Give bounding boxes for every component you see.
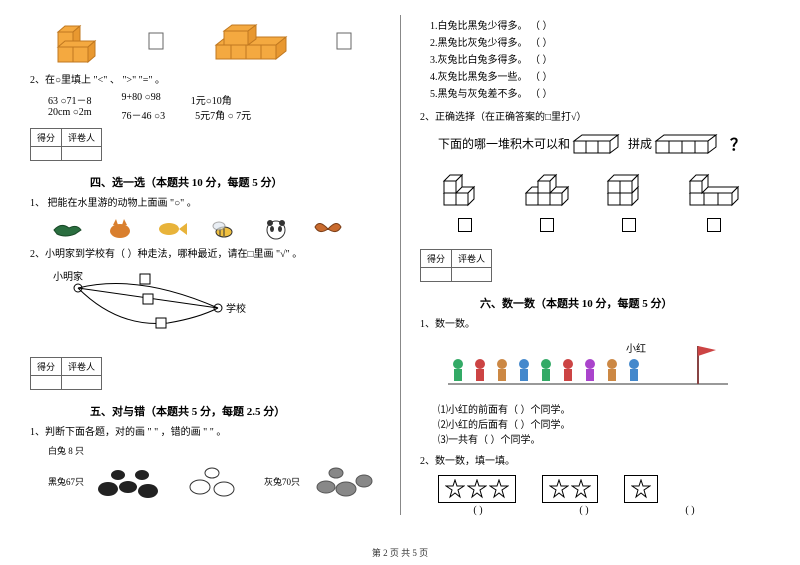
cmp: 63 ○71－8 <box>48 92 92 107</box>
sub-q: ⑴小红的前面有（ ）个同学。 <box>438 401 770 416</box>
star-boxes-row <box>438 475 770 503</box>
white-rabbits-icon <box>184 461 254 501</box>
paren: ( ) <box>438 505 518 516</box>
score-box-6: 得分评卷人 <box>420 249 492 282</box>
grader-cell <box>452 268 492 282</box>
cmp: 9+80 ○98 <box>122 92 161 107</box>
score-cell <box>31 147 62 161</box>
question-mark: ？ <box>730 131 746 155</box>
black-rabbit-label: 黑兔67只 <box>48 475 84 488</box>
grader-cell <box>62 147 102 161</box>
target-block-1 <box>570 129 628 157</box>
grader-label: 评卷人 <box>62 129 102 147</box>
star-box-2 <box>542 475 598 503</box>
star-box-1 <box>624 475 658 503</box>
judge-item: 2.黑兔比灰兔少得多。 （ ） <box>430 34 770 49</box>
paren: ( ) <box>650 505 730 516</box>
animal-cat <box>100 215 140 243</box>
cmp: 76－46 ○3 <box>122 107 166 122</box>
judge-item: 3.灰兔比白兔多得多。 （ ） <box>430 51 770 66</box>
kids-icons <box>453 359 639 381</box>
cmp: 1元○10角 <box>191 92 232 107</box>
page-footer: 第 2 页 共 5 页 <box>0 546 800 559</box>
q2-prompt: 2、在○里填上 "<" 、 ">" "=" 。 <box>30 73 380 88</box>
q2r-prompt: 2、正确选择（在正确答案的□里打√） <box>420 110 770 125</box>
paren: ( ) <box>544 505 624 516</box>
block-choices <box>438 165 770 235</box>
right-column: 1.白兔比黑兔少得多。 （ ） 2.黑兔比灰兔少得多。 （ ） 3.灰兔比白兔多… <box>400 0 800 565</box>
block-q-text: 下面的哪一堆积木可以和 <box>438 135 570 152</box>
empty-square-2 <box>336 32 354 52</box>
xiaohong-label: 小红 <box>626 342 646 355</box>
choice-box <box>540 218 554 232</box>
animal-fish <box>152 215 192 243</box>
score-box-5: 得分评卷人 <box>30 357 102 390</box>
choice-d <box>684 165 744 235</box>
cube-stack-2 <box>206 17 296 67</box>
block-q-tail: 拼成 <box>628 135 652 152</box>
school-text: 学校 <box>226 302 246 315</box>
score-label: 得分 <box>31 129 62 147</box>
gray-rabbits-icon <box>310 461 380 501</box>
black-rabbits-icon <box>94 461 174 501</box>
judge-item: 5.黑兔与灰兔差不多。 （ ） <box>430 85 770 100</box>
q5-1-prompt: 1、判断下面各题，对的画 " " ，错的画 " " 。 <box>30 425 380 440</box>
choice-box <box>707 218 721 232</box>
home-text: 小明家 <box>53 270 83 283</box>
gray-rabbit-label: 灰兔70只 <box>264 475 300 488</box>
choice-c <box>602 165 656 235</box>
cmp: 20cm ○2m <box>48 107 92 122</box>
sub-q: ⑵小红的后面有（ ）个同学。 <box>438 416 770 431</box>
choice-box <box>458 218 472 232</box>
choice-box <box>622 218 636 232</box>
score-label: 得分 <box>421 250 452 268</box>
kids-line: 小红 <box>438 338 770 395</box>
animal-bird <box>48 215 88 243</box>
choice-b <box>520 165 574 235</box>
animal-row <box>48 215 380 243</box>
judge-list: 1.白兔比黑兔少得多。 （ ） 2.黑兔比灰兔少得多。 （ ） 3.灰兔比白兔多… <box>430 17 770 100</box>
section-6-title: 六、数一数（本题共 10 分，每题 5 分） <box>480 295 770 311</box>
grader-label: 评卷人 <box>62 358 102 376</box>
q6-2-prompt: 2、数一数，填一填。 <box>420 454 770 469</box>
judge-item: 1.白兔比黑兔少得多。 （ ） <box>430 17 770 32</box>
grader-label: 评卷人 <box>452 250 492 268</box>
score-cell <box>31 376 62 390</box>
animal-bee <box>204 215 244 243</box>
q4-2-prompt: 2、小明家到学校有（ ）种走法，哪种最近，请在□里画 "√" 。 <box>30 247 380 262</box>
white-rabbit-label: 白兔 8 只 <box>48 444 380 457</box>
cube-stack-1 <box>48 17 108 67</box>
sub-q: ⑶一共有（ ）个同学。 <box>438 431 770 446</box>
cmp: 5元7角 ○ 7元 <box>195 107 251 122</box>
score-cell <box>421 268 452 282</box>
compare-row-2: 20cm ○2m 76－46 ○3 5元7角 ○ 7元 <box>48 107 380 122</box>
score-box-4: 得分评卷人 <box>30 128 102 161</box>
compare-row-1: 63 ○71－8 9+80 ○98 1元○10角 <box>48 92 380 107</box>
q6-1-prompt: 1、数一数。 <box>420 317 770 332</box>
judge-item: 4.灰兔比黑兔多一些。 （ ） <box>430 68 770 83</box>
animal-panda <box>256 215 296 243</box>
cube-shapes-row <box>48 17 380 67</box>
star-paren-row: ( ) ( ) ( ) <box>438 505 770 516</box>
score-label: 得分 <box>31 358 62 376</box>
path-diagram: 小明家 学校 <box>48 268 380 341</box>
star-box-3 <box>438 475 516 503</box>
section-5-title: 五、对与错（本题共 5 分，每题 2.5 分） <box>90 403 380 419</box>
choice-a <box>438 165 492 235</box>
grader-cell <box>62 376 102 390</box>
q4-1-prompt: 1、 把能在水里游的动物上面画 "○" 。 <box>30 196 380 211</box>
block-question-row: 下面的哪一堆积木可以和 拼成 ？ <box>438 129 770 157</box>
animal-butterfly <box>308 215 348 243</box>
rabbits-illustration: 黑兔67只 灰兔70只 <box>48 461 380 501</box>
left-column: 2、在○里填上 "<" 、 ">" "=" 。 63 ○71－8 9+80 ○9… <box>0 0 400 565</box>
target-block-2 <box>652 129 724 157</box>
empty-square-1 <box>148 32 166 52</box>
section-4-title: 四、选一选（本题共 10 分，每题 5 分） <box>90 174 380 190</box>
